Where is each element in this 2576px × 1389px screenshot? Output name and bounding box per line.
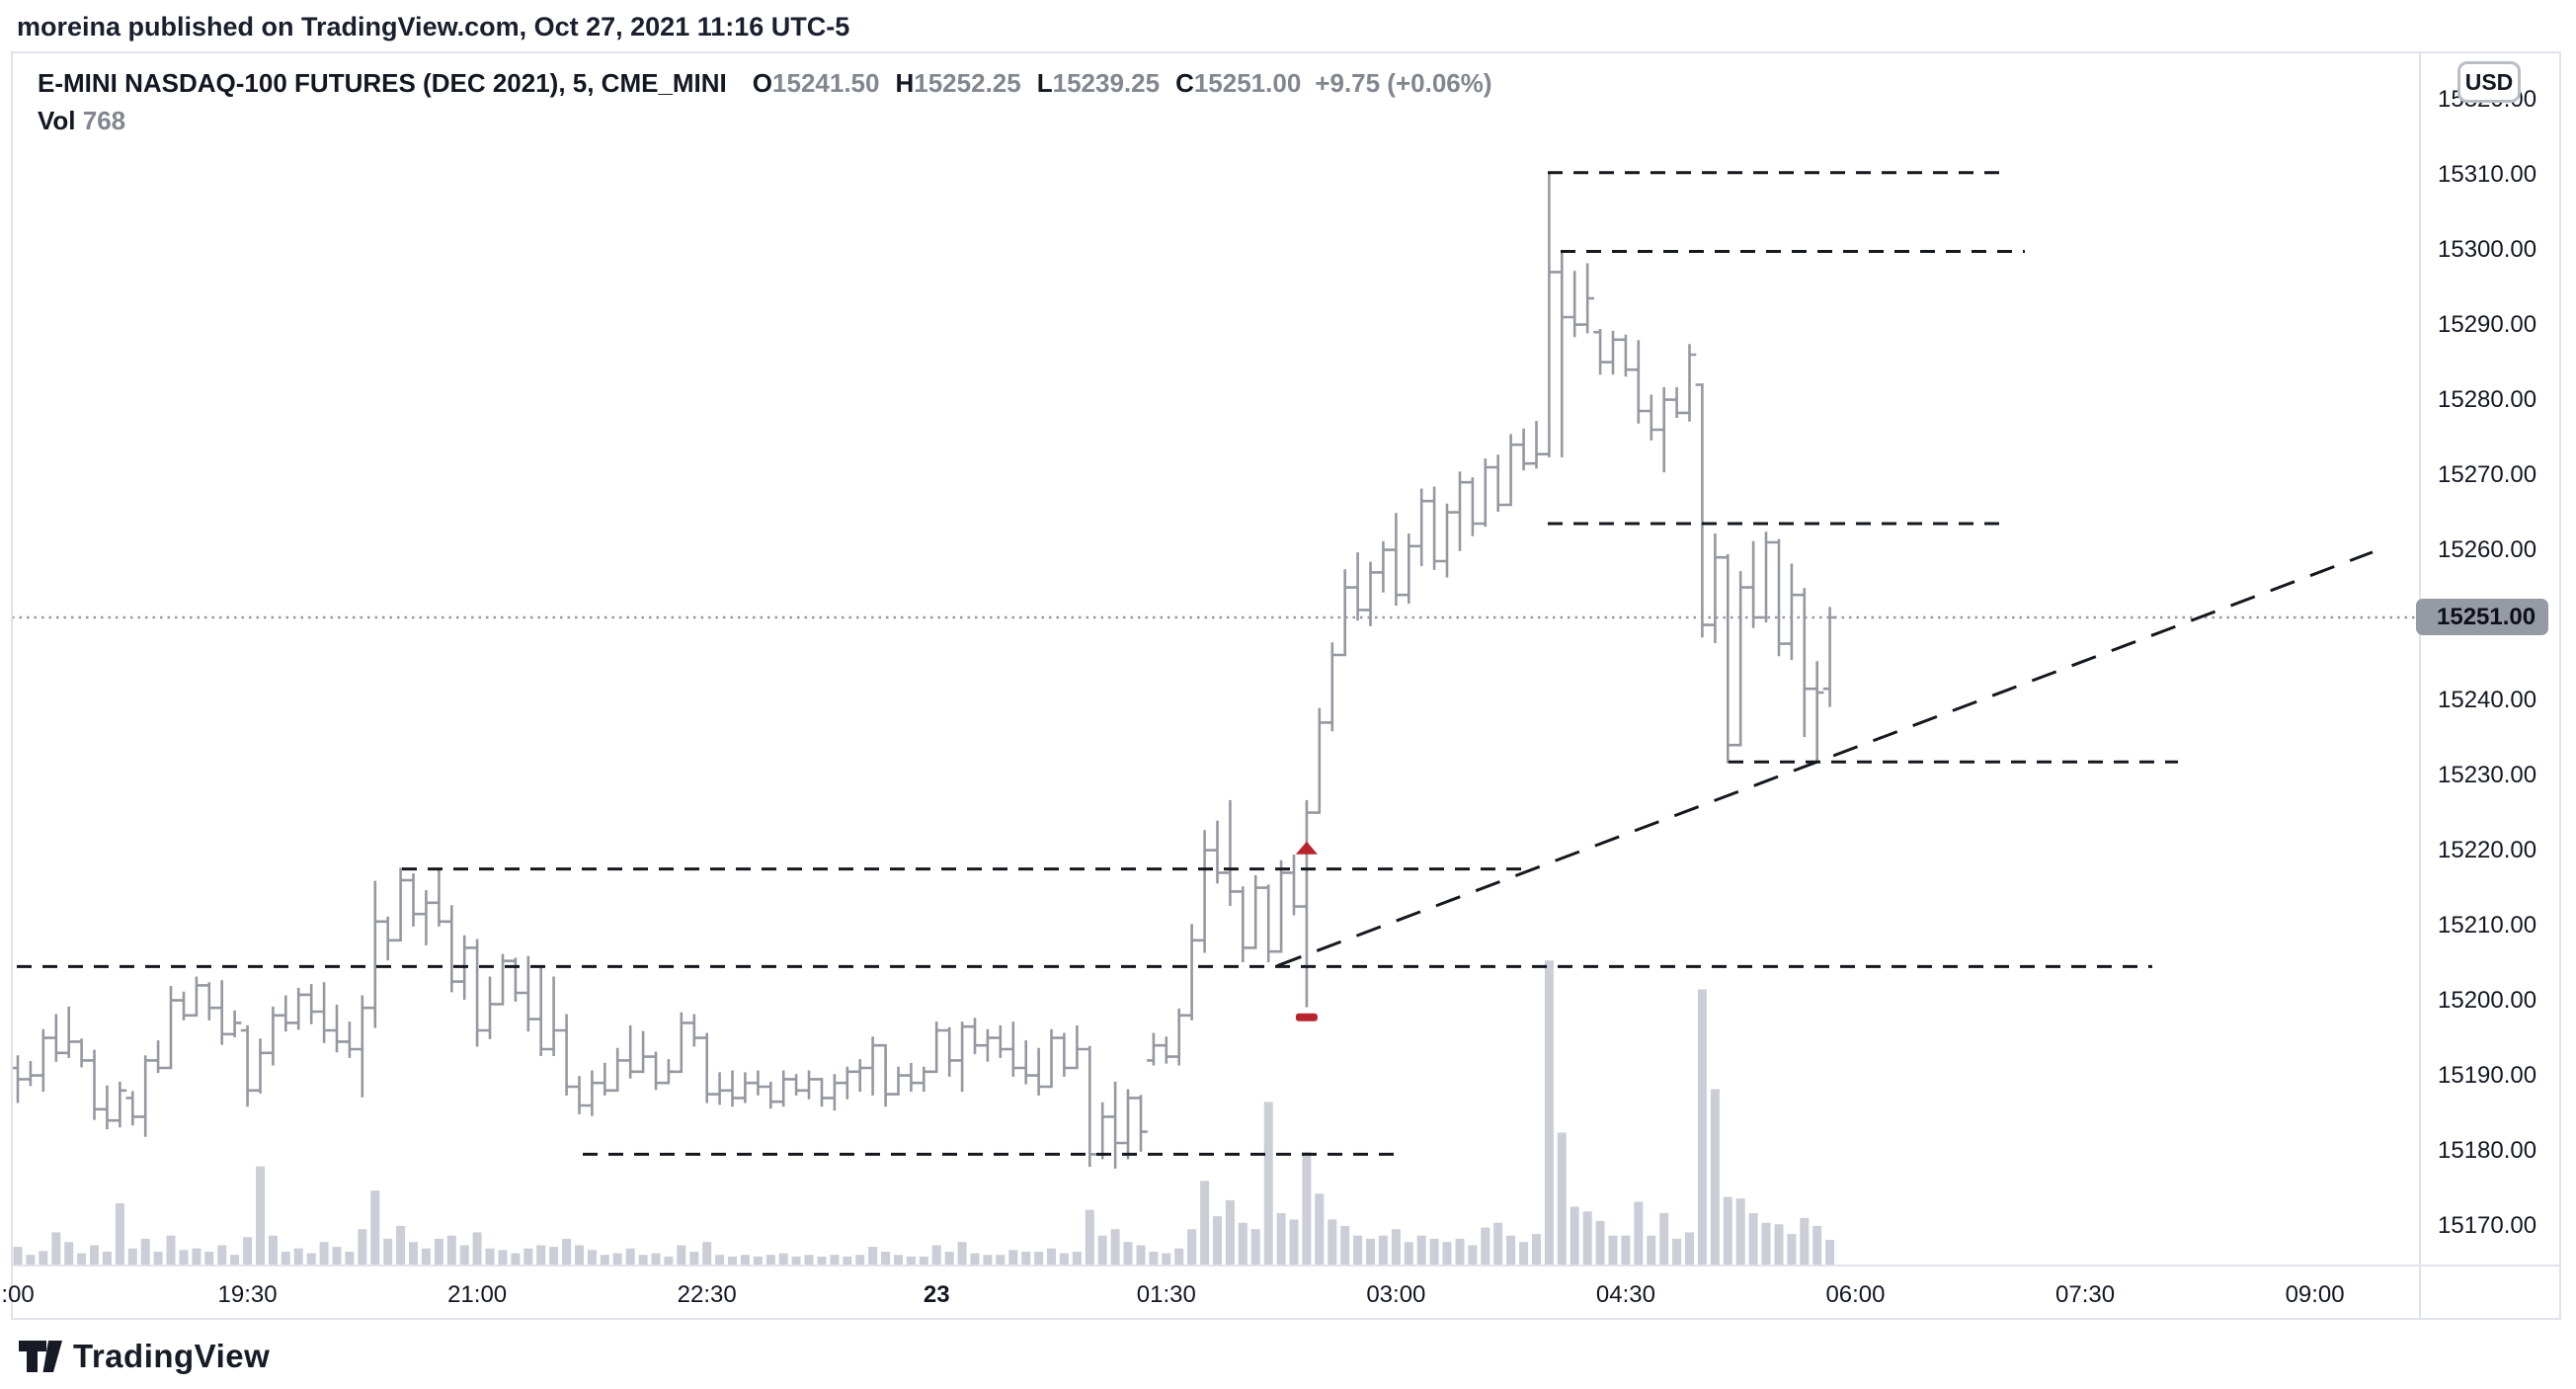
entry-arrow-marker[interactable] (1295, 841, 1318, 855)
volume-value: 768 (82, 106, 126, 135)
symbol-title[interactable]: E-MINI NASDAQ-100 FUTURES (DEC 2021), 5,… (38, 68, 727, 98)
open-label: O (752, 68, 773, 98)
publish-info: published on TradingView.com, Oct 27, 20… (121, 12, 850, 41)
tradingview-attribution[interactable]: TradingView (18, 1338, 270, 1375)
currency-badge[interactable]: USD (2457, 61, 2521, 103)
publish-header: moreina published on TradingView.com, Oc… (17, 12, 849, 42)
high-value: 15252.25 (914, 68, 1021, 98)
trend-line[interactable] (1276, 550, 2374, 968)
chart-legend: E-MINI NASDAQ-100 FUTURES (DEC 2021), 5,… (38, 68, 1492, 136)
last-price-tag: 15251.00 (2416, 599, 2548, 635)
volume-label: Vol (38, 106, 76, 135)
high-label: H (895, 68, 915, 98)
stop-dash-marker[interactable] (1295, 1013, 1318, 1021)
close-value: 15251.00 (1193, 68, 1302, 98)
publisher-username[interactable]: moreina (17, 12, 121, 41)
volume-bars (13, 960, 1835, 1265)
change-value: +9.75 (+0.06%) (1315, 68, 1492, 98)
chart-border (11, 51, 2561, 1320)
tradingview-logo-icon (19, 1341, 62, 1372)
low-label: L (1036, 68, 1053, 98)
ohlc-bars (11, 171, 1837, 1169)
open-value: 15241.50 (772, 68, 880, 98)
low-value: 15239.25 (1052, 68, 1161, 98)
close-label: C (1175, 68, 1194, 98)
tradingview-logo-text: TradingView (73, 1338, 271, 1374)
